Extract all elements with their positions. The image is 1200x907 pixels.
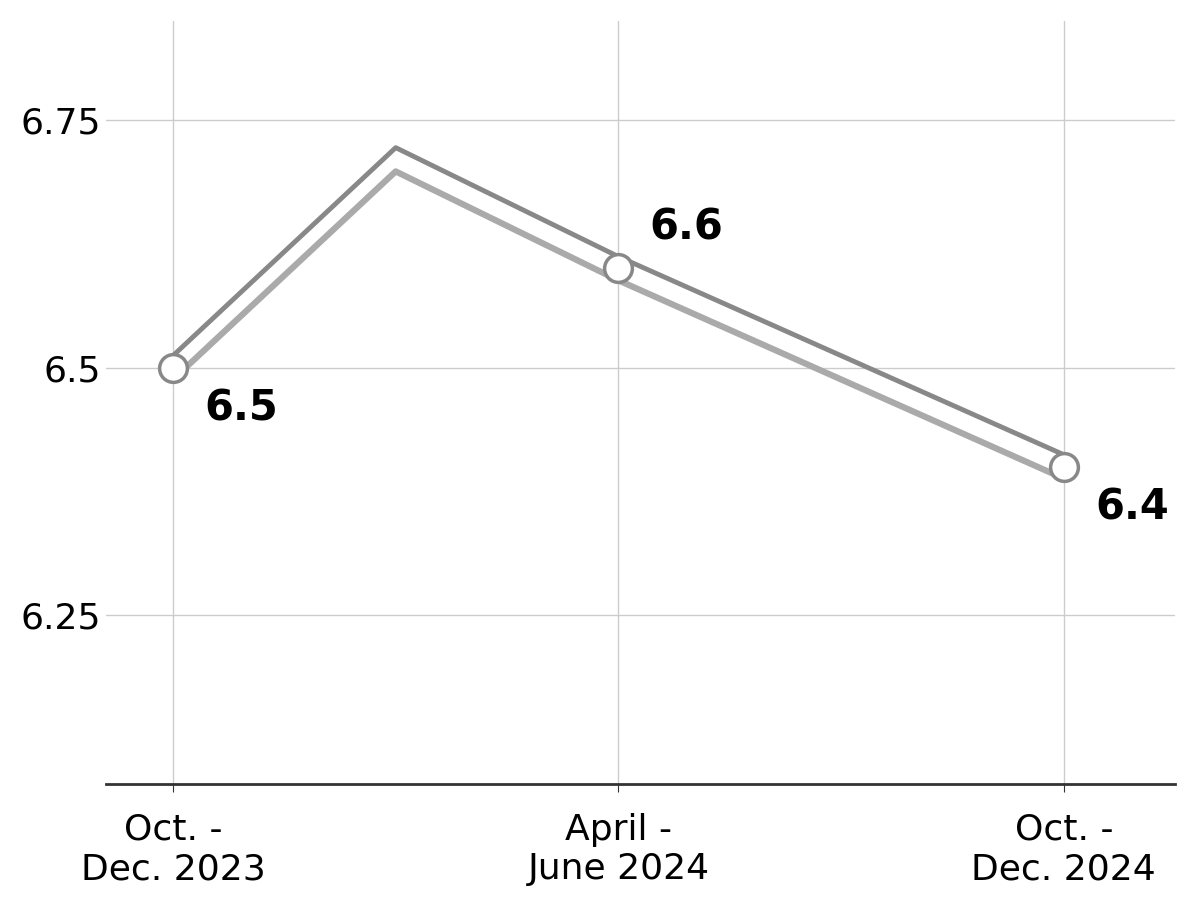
Text: 6.4: 6.4 — [1094, 486, 1169, 529]
Text: 6.5: 6.5 — [204, 387, 278, 429]
Text: 6.6: 6.6 — [649, 207, 724, 249]
